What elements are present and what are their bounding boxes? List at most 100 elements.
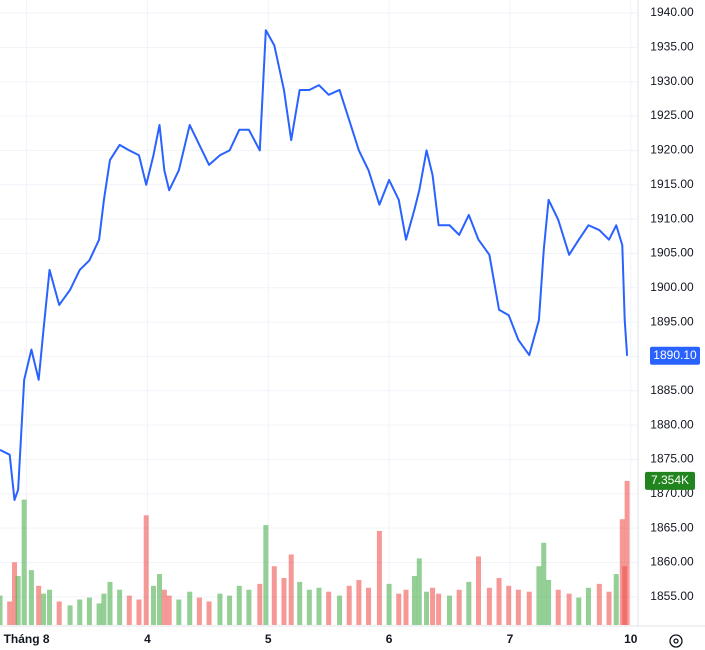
volume-bar	[476, 556, 481, 625]
axes: 1855.001860.001865.001870.001875.001880.…	[4, 5, 700, 646]
volume-bar	[263, 525, 269, 625]
volume-bar	[403, 589, 409, 625]
y-tick-label: 1880.00	[650, 417, 694, 431]
price-line	[0, 29, 629, 501]
volume-bar	[624, 480, 630, 625]
x-tick-label: Tháng 8	[4, 632, 50, 646]
y-tick-label: 1900.00	[650, 280, 694, 294]
volume-bar	[515, 589, 521, 625]
volume-bar	[161, 589, 167, 625]
volume-bar	[546, 579, 552, 625]
x-tick-label: 10	[624, 632, 638, 646]
volume-bar	[187, 591, 193, 625]
volume-bar	[566, 593, 572, 625]
y-tick-label: 1885.00	[650, 383, 694, 397]
last-volume-label: 7.354K	[651, 473, 689, 487]
settings-button[interactable]	[669, 634, 683, 648]
y-tick-label: 1905.00	[650, 246, 694, 260]
volume-bar	[77, 599, 83, 625]
volume-bar	[15, 576, 21, 625]
volume-bar	[346, 585, 352, 625]
volume-bar	[196, 597, 202, 625]
volume-bar	[166, 595, 172, 625]
volume-bar	[326, 591, 332, 625]
volume-bar	[41, 593, 46, 625]
x-tick-label: 6	[386, 632, 393, 646]
volume-bar	[86, 597, 92, 625]
last-volume-box	[645, 471, 695, 490]
volume-bar	[456, 589, 462, 625]
volume-bar	[96, 603, 102, 625]
volume-bar	[596, 583, 602, 625]
volume-bar	[297, 581, 303, 625]
y-tick-label: 1855.00	[650, 589, 694, 603]
volume-bar	[555, 589, 561, 625]
volume-bar	[136, 599, 142, 625]
volume-bar	[424, 591, 430, 625]
volume-bar	[416, 558, 422, 625]
volume-bar	[396, 593, 402, 625]
x-tick-label: 4	[144, 632, 151, 646]
y-tick-label: 1935.00	[650, 40, 694, 54]
volume-bar	[176, 599, 182, 625]
volume-bar	[376, 530, 382, 625]
volume-bar	[541, 542, 547, 625]
volume-bar	[366, 587, 372, 625]
plot	[0, 29, 629, 501]
last-price-box	[650, 346, 700, 365]
volume-bar	[28, 570, 34, 625]
volume-bar	[436, 593, 442, 625]
volume-bar	[288, 554, 294, 625]
volume-bar	[246, 589, 252, 625]
volume-bar	[526, 591, 532, 625]
volume-bar	[447, 595, 452, 625]
volume-bar	[466, 581, 472, 625]
last-price-label: 1890.10	[653, 348, 697, 362]
volume-bar	[117, 589, 123, 625]
gear-icon[interactable]	[669, 634, 683, 648]
volume-bar	[67, 605, 73, 625]
volume-bar	[143, 515, 149, 625]
volume-bar	[337, 595, 343, 625]
volume-bar	[126, 595, 132, 625]
volume-bar	[306, 589, 312, 625]
y-tick-label: 1915.00	[650, 177, 694, 191]
volume-bar	[386, 583, 392, 625]
gear-icon-center[interactable]	[673, 638, 679, 644]
volume-bar	[257, 583, 263, 625]
x-tick-label: 5	[265, 632, 272, 646]
volume-bar	[271, 566, 277, 625]
y-tick-label: 1910.00	[650, 211, 694, 225]
volume-bar	[576, 597, 582, 625]
volume-bar	[21, 499, 27, 625]
volume-bar	[47, 589, 53, 625]
x-tick-label: 7	[507, 632, 514, 646]
volume-bar	[486, 587, 492, 625]
volume-bar	[606, 591, 612, 625]
y-tick-label: 1875.00	[650, 452, 694, 466]
volume-bar	[206, 601, 212, 625]
volume-bar	[236, 585, 242, 625]
volume-bar	[107, 581, 113, 625]
volume-bar	[12, 562, 17, 625]
volume-bar	[411, 576, 417, 625]
volume-bar	[7, 601, 13, 625]
y-tick-label: 1930.00	[650, 74, 694, 88]
volume-bar	[506, 585, 512, 625]
volume-bar	[56, 601, 62, 625]
volume-bar	[430, 587, 436, 625]
volume-bar	[0, 595, 3, 625]
volume-bars	[0, 480, 630, 625]
volume-bar	[613, 574, 619, 625]
y-tick-label: 1865.00	[650, 520, 694, 534]
volume-bar	[536, 566, 542, 625]
volume-bar	[227, 595, 233, 625]
volume-bar	[585, 587, 591, 625]
volume-bar	[150, 585, 156, 625]
volume-bar	[496, 577, 502, 625]
y-tick-label: 1920.00	[650, 143, 694, 157]
volume-bar	[217, 593, 223, 625]
grid	[0, 0, 638, 625]
